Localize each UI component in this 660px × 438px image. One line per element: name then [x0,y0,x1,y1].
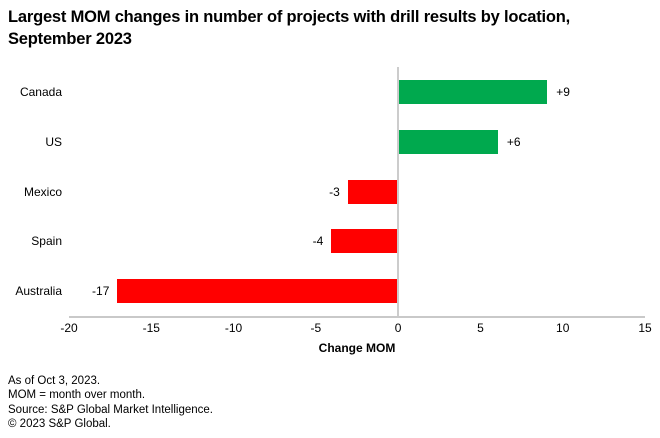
category-label-spain: Spain [31,234,62,249]
footnote-copyright: © 2023 S&P Global. [8,417,111,430]
x-tick-5: 5 [477,321,484,335]
bar-australia [117,279,398,304]
plot-area: +9 +6 -3 -4 -17 [69,67,645,318]
chart-title-line-1: Largest MOM changes in number of project… [8,8,571,26]
value-label-spain: -4 [312,234,324,249]
x-tick-0: 0 [394,321,402,335]
zero-axis-line [397,67,400,316]
x-axis-tick-labels: -20 -15 -10 -5 0 5 10 15 [60,321,651,335]
bar-spain [331,229,398,254]
x-tick--20: -20 [60,321,78,335]
footnote-as-of: As of Oct 3, 2023. [8,375,101,387]
footnote-source: Source: S&P Global Market Intelligence. [8,403,213,416]
footnotes: As of Oct 3, 2023. MOM = month over mont… [8,374,213,431]
category-label-australia: Australia [15,284,62,299]
category-axis: Canada US Mexico Spain Australia [0,67,62,316]
category-label-us: US [45,134,62,149]
value-label-australia: -17 [92,284,110,299]
x-tick--5: -5 [310,321,322,335]
x-axis-title: Change MOM [318,341,396,355]
value-label-us: +6 [506,134,521,149]
bar-mexico [347,179,398,204]
bar-canada [399,79,548,104]
chart-title: Largest MOM changes in number of project… [8,6,656,50]
footnote-definition: MOM = month over month. [8,389,146,402]
chart-title-line-2: September 2023 [8,30,132,48]
value-label-mexico: -3 [329,184,340,199]
x-tick--15: -15 [142,321,160,335]
value-label-canada: +9 [556,84,570,99]
category-label-mexico: Mexico [23,184,62,199]
bar-us [399,129,498,154]
x-tick-10: 10 [556,321,570,335]
x-tick-15: 15 [638,321,652,335]
category-label-canada: Canada [19,84,62,99]
x-tick--10: -10 [224,321,243,335]
